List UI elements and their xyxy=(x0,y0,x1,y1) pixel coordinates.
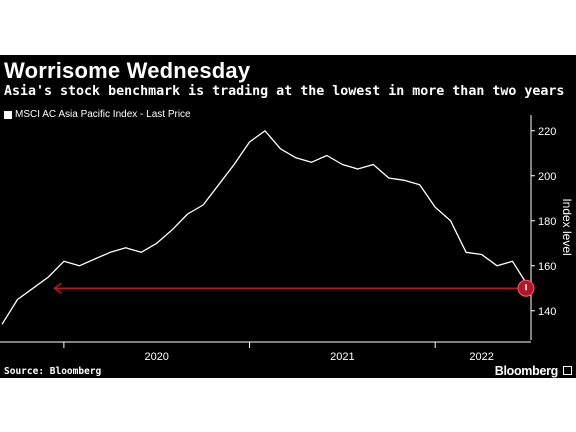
x-tick-label: 2022 xyxy=(469,351,493,363)
y-tick-label: 220 xyxy=(538,126,556,138)
bloomberg-logo: Bloomberg xyxy=(494,364,559,378)
legend-swatch xyxy=(4,110,12,119)
x-tick-label: 2021 xyxy=(330,351,354,363)
y-tick-label: 160 xyxy=(538,261,556,273)
chart-subtitle: Asia's stock benchmark is trading at the… xyxy=(4,84,565,99)
logo-square-icon xyxy=(563,366,572,375)
line-chart: 140 160 180 200 220 Index level 2020 2021 2022 xyxy=(0,115,574,363)
y-tick-label: 180 xyxy=(538,216,556,228)
y-tick-label: 140 xyxy=(538,306,556,318)
series-line-msci-ac-asia-pacific xyxy=(1,130,529,325)
x-tick-label: 2020 xyxy=(144,351,168,363)
y-tick-label: 200 xyxy=(538,171,556,183)
y-axis-label: Index level xyxy=(560,198,574,255)
chart-title: Worrisome Wednesday xyxy=(4,58,251,83)
legend: MSCI AC Asia Pacific Index - Last Price xyxy=(4,109,191,120)
annotation-arrowhead xyxy=(53,282,62,294)
chart-panel: Worrisome Wednesday Asia's stock benchma… xyxy=(0,55,576,378)
source-note: Source: Bloomberg xyxy=(4,366,102,377)
legend-label: MSCI AC Asia Pacific Index - Last Price xyxy=(15,109,191,120)
